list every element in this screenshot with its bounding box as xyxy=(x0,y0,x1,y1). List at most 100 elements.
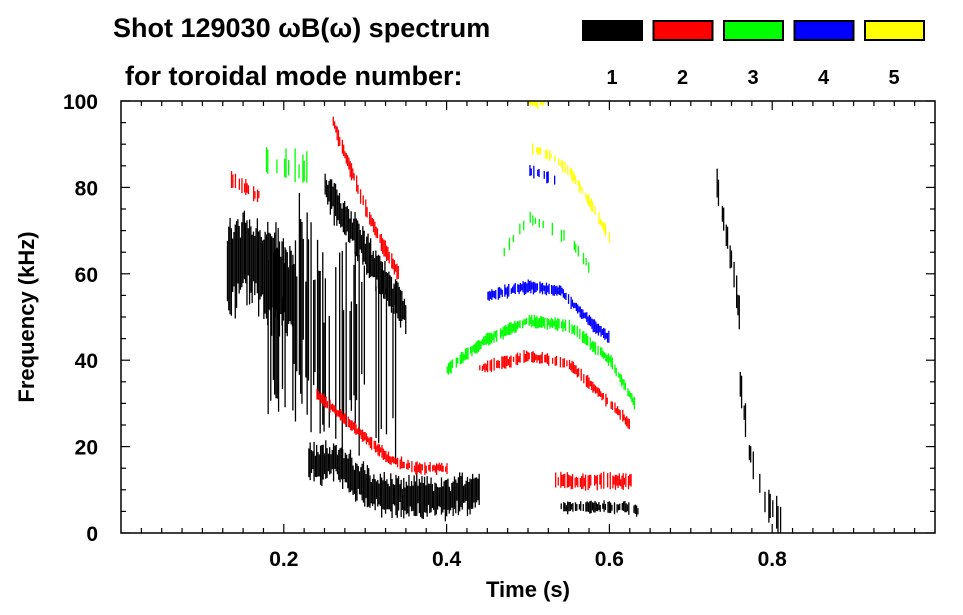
spectrum-mark xyxy=(621,475,623,489)
spectrum-mark xyxy=(598,502,600,511)
spectrum-mark xyxy=(438,487,440,507)
spectrum-mark xyxy=(611,504,613,511)
spectrum-mark xyxy=(353,264,355,396)
spectrum-mark xyxy=(589,200,591,207)
spectrum-mark xyxy=(344,452,346,483)
spectrum-mark xyxy=(434,482,436,516)
spectrum-mark xyxy=(349,310,351,401)
spectrum-mark xyxy=(582,252,585,265)
spectrum-mark xyxy=(386,273,389,301)
spectrum-mark xyxy=(618,473,621,486)
spectrum-mark xyxy=(377,254,380,289)
spectrum-mark xyxy=(543,171,545,179)
spectrum-mark xyxy=(527,351,529,362)
spectrum-mark xyxy=(541,316,543,328)
spectrum-mark xyxy=(441,462,443,472)
spectrum-mark xyxy=(399,459,401,470)
spectrum-mark xyxy=(418,478,421,514)
spectrum-mark xyxy=(570,503,573,510)
spectrum-mark xyxy=(626,416,628,427)
spectrum-mark xyxy=(472,345,474,352)
spectrum-mark xyxy=(593,502,595,513)
spectrum-mark xyxy=(261,240,264,295)
spectrum-mark xyxy=(480,341,482,349)
spectrum-mark xyxy=(590,474,592,486)
spectrum-mark xyxy=(306,212,308,415)
spectrum-mark xyxy=(355,218,357,257)
spectrum-mark xyxy=(247,185,250,195)
spectrum-mark xyxy=(313,441,315,482)
spectrum-mark xyxy=(436,486,439,510)
spectrum-mark xyxy=(492,334,494,341)
spectrum-mark xyxy=(536,315,538,329)
spectrum-mark xyxy=(584,312,587,319)
spectrum-mark xyxy=(602,222,604,231)
spectrum-mark xyxy=(350,301,353,411)
spectrum-mark xyxy=(343,144,345,157)
spectrum-mark xyxy=(251,234,253,303)
spectrum-mark xyxy=(388,252,390,264)
spectrum-mark xyxy=(345,153,347,164)
spectrum-mark xyxy=(607,353,610,366)
spectrum-mark xyxy=(316,445,318,478)
spectrum-mark xyxy=(587,502,590,512)
spectrum-mark xyxy=(417,464,420,473)
series-mode-5 xyxy=(528,101,611,243)
spectrum-mark xyxy=(564,319,567,331)
spectrum-mark xyxy=(591,318,593,329)
spectrum-mark xyxy=(488,332,490,346)
spectrum-mark xyxy=(372,251,374,278)
spectrum-mark xyxy=(302,238,304,340)
spectrum-mark xyxy=(239,237,242,290)
spectrum-mark xyxy=(577,246,579,257)
spectrum-mark xyxy=(470,479,473,510)
spectrum-mark xyxy=(365,474,367,499)
spectrum-mark xyxy=(580,368,582,381)
spectrum-mark xyxy=(516,321,519,330)
spectrum-mark xyxy=(522,281,524,293)
spectrum-mark xyxy=(620,479,622,487)
spectrum-mark xyxy=(620,374,623,387)
spectrum-mark xyxy=(471,346,473,357)
spectrum-mark xyxy=(485,333,487,345)
spectrum-mark xyxy=(584,474,587,491)
spectrum-mark xyxy=(723,207,725,231)
spectrum-mark xyxy=(246,183,248,193)
spectrum-mark xyxy=(338,410,340,418)
spectrum-mark xyxy=(357,427,360,435)
spectrum-mark xyxy=(238,178,240,190)
spectrum-mark xyxy=(585,258,587,266)
spectrum-mark xyxy=(563,502,565,512)
spectrum-mark xyxy=(533,165,535,179)
spectrum-mark xyxy=(477,339,480,353)
spectrum-mark xyxy=(548,283,550,295)
spectrum-mark xyxy=(528,101,530,105)
spectrum-mark xyxy=(532,281,535,295)
spectrum-mark xyxy=(594,475,596,486)
spectrum-mark xyxy=(512,356,515,362)
spectrum-mark xyxy=(729,245,731,269)
legend-swatch-mode-5 xyxy=(864,20,925,41)
spectrum-mark xyxy=(363,230,365,262)
spectrum-mark xyxy=(528,281,531,292)
spectrum-mark xyxy=(554,357,556,366)
spectrum-mark xyxy=(578,504,581,510)
spectrum-mark xyxy=(560,471,562,488)
spectrum-mark xyxy=(383,270,385,299)
spectrum-mark xyxy=(581,475,583,490)
spectrum-mark xyxy=(354,251,356,424)
y-tick-label: 60 xyxy=(75,264,98,287)
spectrum-mark xyxy=(552,285,554,296)
spectrum-mark xyxy=(334,406,336,415)
spectrum-mark xyxy=(362,195,364,206)
spectrum-mark xyxy=(455,479,457,514)
spectrum-mark xyxy=(579,478,582,487)
spectrum-mark xyxy=(380,447,382,453)
spectrum-mark xyxy=(469,478,471,515)
spectrum-mark xyxy=(340,203,342,228)
spectrum-mark xyxy=(481,365,484,371)
spectrum-mark xyxy=(475,342,477,354)
spectrum-mark xyxy=(423,476,426,513)
spectrum-mark xyxy=(339,448,341,483)
spectrum-mark xyxy=(623,477,626,485)
